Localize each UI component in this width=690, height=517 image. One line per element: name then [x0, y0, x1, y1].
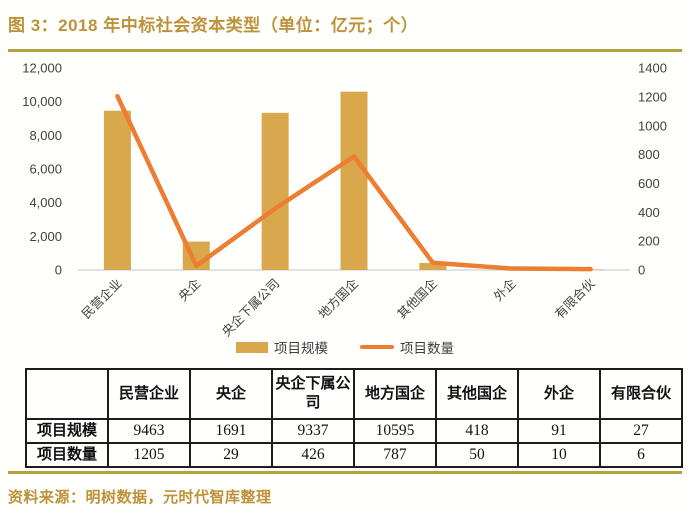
bar-其他国企	[419, 262, 447, 270]
x-axis-category-label: 地方国企	[315, 275, 361, 321]
source-note: 资料来源：明树数据，元时代智库整理	[8, 489, 272, 506]
y-axis-right-tick-label: 0	[638, 263, 645, 278]
chart-legend: 项目规模 项目数量	[0, 338, 690, 356]
y-axis-right-tick-label: 600	[638, 176, 660, 191]
table-row: 项目规模 9463 1691 9337 10595 418 91 27	[25, 418, 683, 444]
x-axis-category-label: 央企	[175, 275, 204, 304]
y-axis-left-tick-label: 2,000	[29, 229, 62, 244]
table-body: 项目规模 9463 1691 9337 10595 418 91 27 项目数量 1205 29 42…	[25, 418, 683, 468]
y-axis-left-tick-label: 0	[55, 263, 62, 278]
bar-民营企业	[103, 110, 131, 270]
legend-label-line-series: 项目数量	[400, 341, 454, 356]
table-row-label: 项目规模	[25, 418, 109, 444]
table-row-label: 项目数量	[25, 442, 109, 468]
legend-label-bar-series: 项目规模	[274, 341, 328, 356]
table-cell: 9463	[107, 418, 191, 444]
title-divider	[8, 49, 682, 52]
table-header-cell: 民营企业	[107, 368, 191, 420]
y-axis-right-tick-label: 1400	[638, 61, 667, 76]
chart-data-table: 民营企业 央企 央企下属公司 地方国企 其他国企 外企 有限合伙 项目规模 9463 1691 9…	[25, 368, 683, 468]
x-axis-category-label: 有限合伙	[552, 275, 598, 321]
x-axis-category-label: 央企下属公司	[219, 276, 283, 340]
table-cell: 6	[599, 442, 683, 468]
table-cell: 9337	[271, 418, 355, 444]
table-header-cell: 央企	[189, 368, 273, 420]
y-axis-left-tick-label: 4,000	[29, 195, 62, 210]
table-header-cell: 央企下属公司	[271, 368, 355, 420]
x-axis-category-label: 其他国企	[394, 275, 440, 321]
figure-title: 图 3：2018 年中标社会资本类型（单位：亿元；个）	[8, 16, 419, 35]
combo-chart-area: 0 2,000 4,000 6,000 8,000 10,000 12,000 0 200 400…	[0, 55, 690, 360]
x-axis-category-label: 外企	[491, 275, 520, 304]
table-row: 项目数量 1205 29 426 787 50 10 6	[25, 442, 683, 468]
legend-item-line-series: 项目数量	[360, 337, 454, 357]
table-cell: 418	[435, 418, 519, 444]
table-header-cell: 有限合伙	[599, 368, 683, 420]
table-header-cell: 地方国企	[353, 368, 437, 420]
line-series	[115, 93, 593, 272]
table-cell: 1205	[107, 442, 191, 468]
table-header-row: 民营企业 央企 央企下属公司 地方国企 其他国企 外企 有限合伙	[25, 368, 683, 420]
table-cell: 29	[189, 442, 273, 468]
x-axis-category-label: 民营企业	[79, 276, 125, 322]
y-axis-right-tick-label: 400	[638, 205, 660, 220]
y-axis-left-tick-label: 8,000	[29, 128, 62, 143]
bar-series-swatch-icon	[236, 341, 268, 353]
bar-地方国企	[340, 91, 368, 270]
table-cell: 91	[517, 418, 601, 444]
table-header-cell	[25, 368, 109, 420]
combo-chart: 0 2,000 4,000 6,000 8,000 10,000 12,000 0 200 400…	[22, 61, 667, 340]
y-axis-left-tick-label: 10,000	[22, 94, 62, 109]
y-axis-right-tick-label: 200	[638, 234, 660, 249]
y-axis-left-tick-label: 12,000	[22, 61, 62, 76]
table-header-cell: 外企	[517, 368, 601, 420]
table-divider	[8, 471, 682, 474]
y-axis-right-tick-label: 800	[638, 147, 660, 162]
legend-item-bar-series: 项目规模	[236, 337, 328, 357]
table-header-cell: 其他国企	[435, 368, 519, 420]
y-axis-left-tick-label: 6,000	[29, 162, 62, 177]
table-cell: 50	[435, 442, 519, 468]
table-cell: 27	[599, 418, 683, 444]
table-cell: 10	[517, 442, 601, 468]
table-cell: 1691	[189, 418, 273, 444]
table-cell: 787	[353, 442, 437, 468]
line-series-swatch-icon	[360, 345, 394, 349]
table-cell: 10595	[353, 418, 437, 444]
y-axis-right-tick-label: 1200	[638, 89, 667, 104]
table-row: 民营企业 央企 央企下属公司 地方国企 其他国企 外企 有限合伙	[25, 368, 683, 420]
table-cell: 426	[271, 442, 355, 468]
y-axis-right-tick-label: 1000	[638, 118, 667, 133]
bar-央企下属公司	[261, 112, 289, 270]
